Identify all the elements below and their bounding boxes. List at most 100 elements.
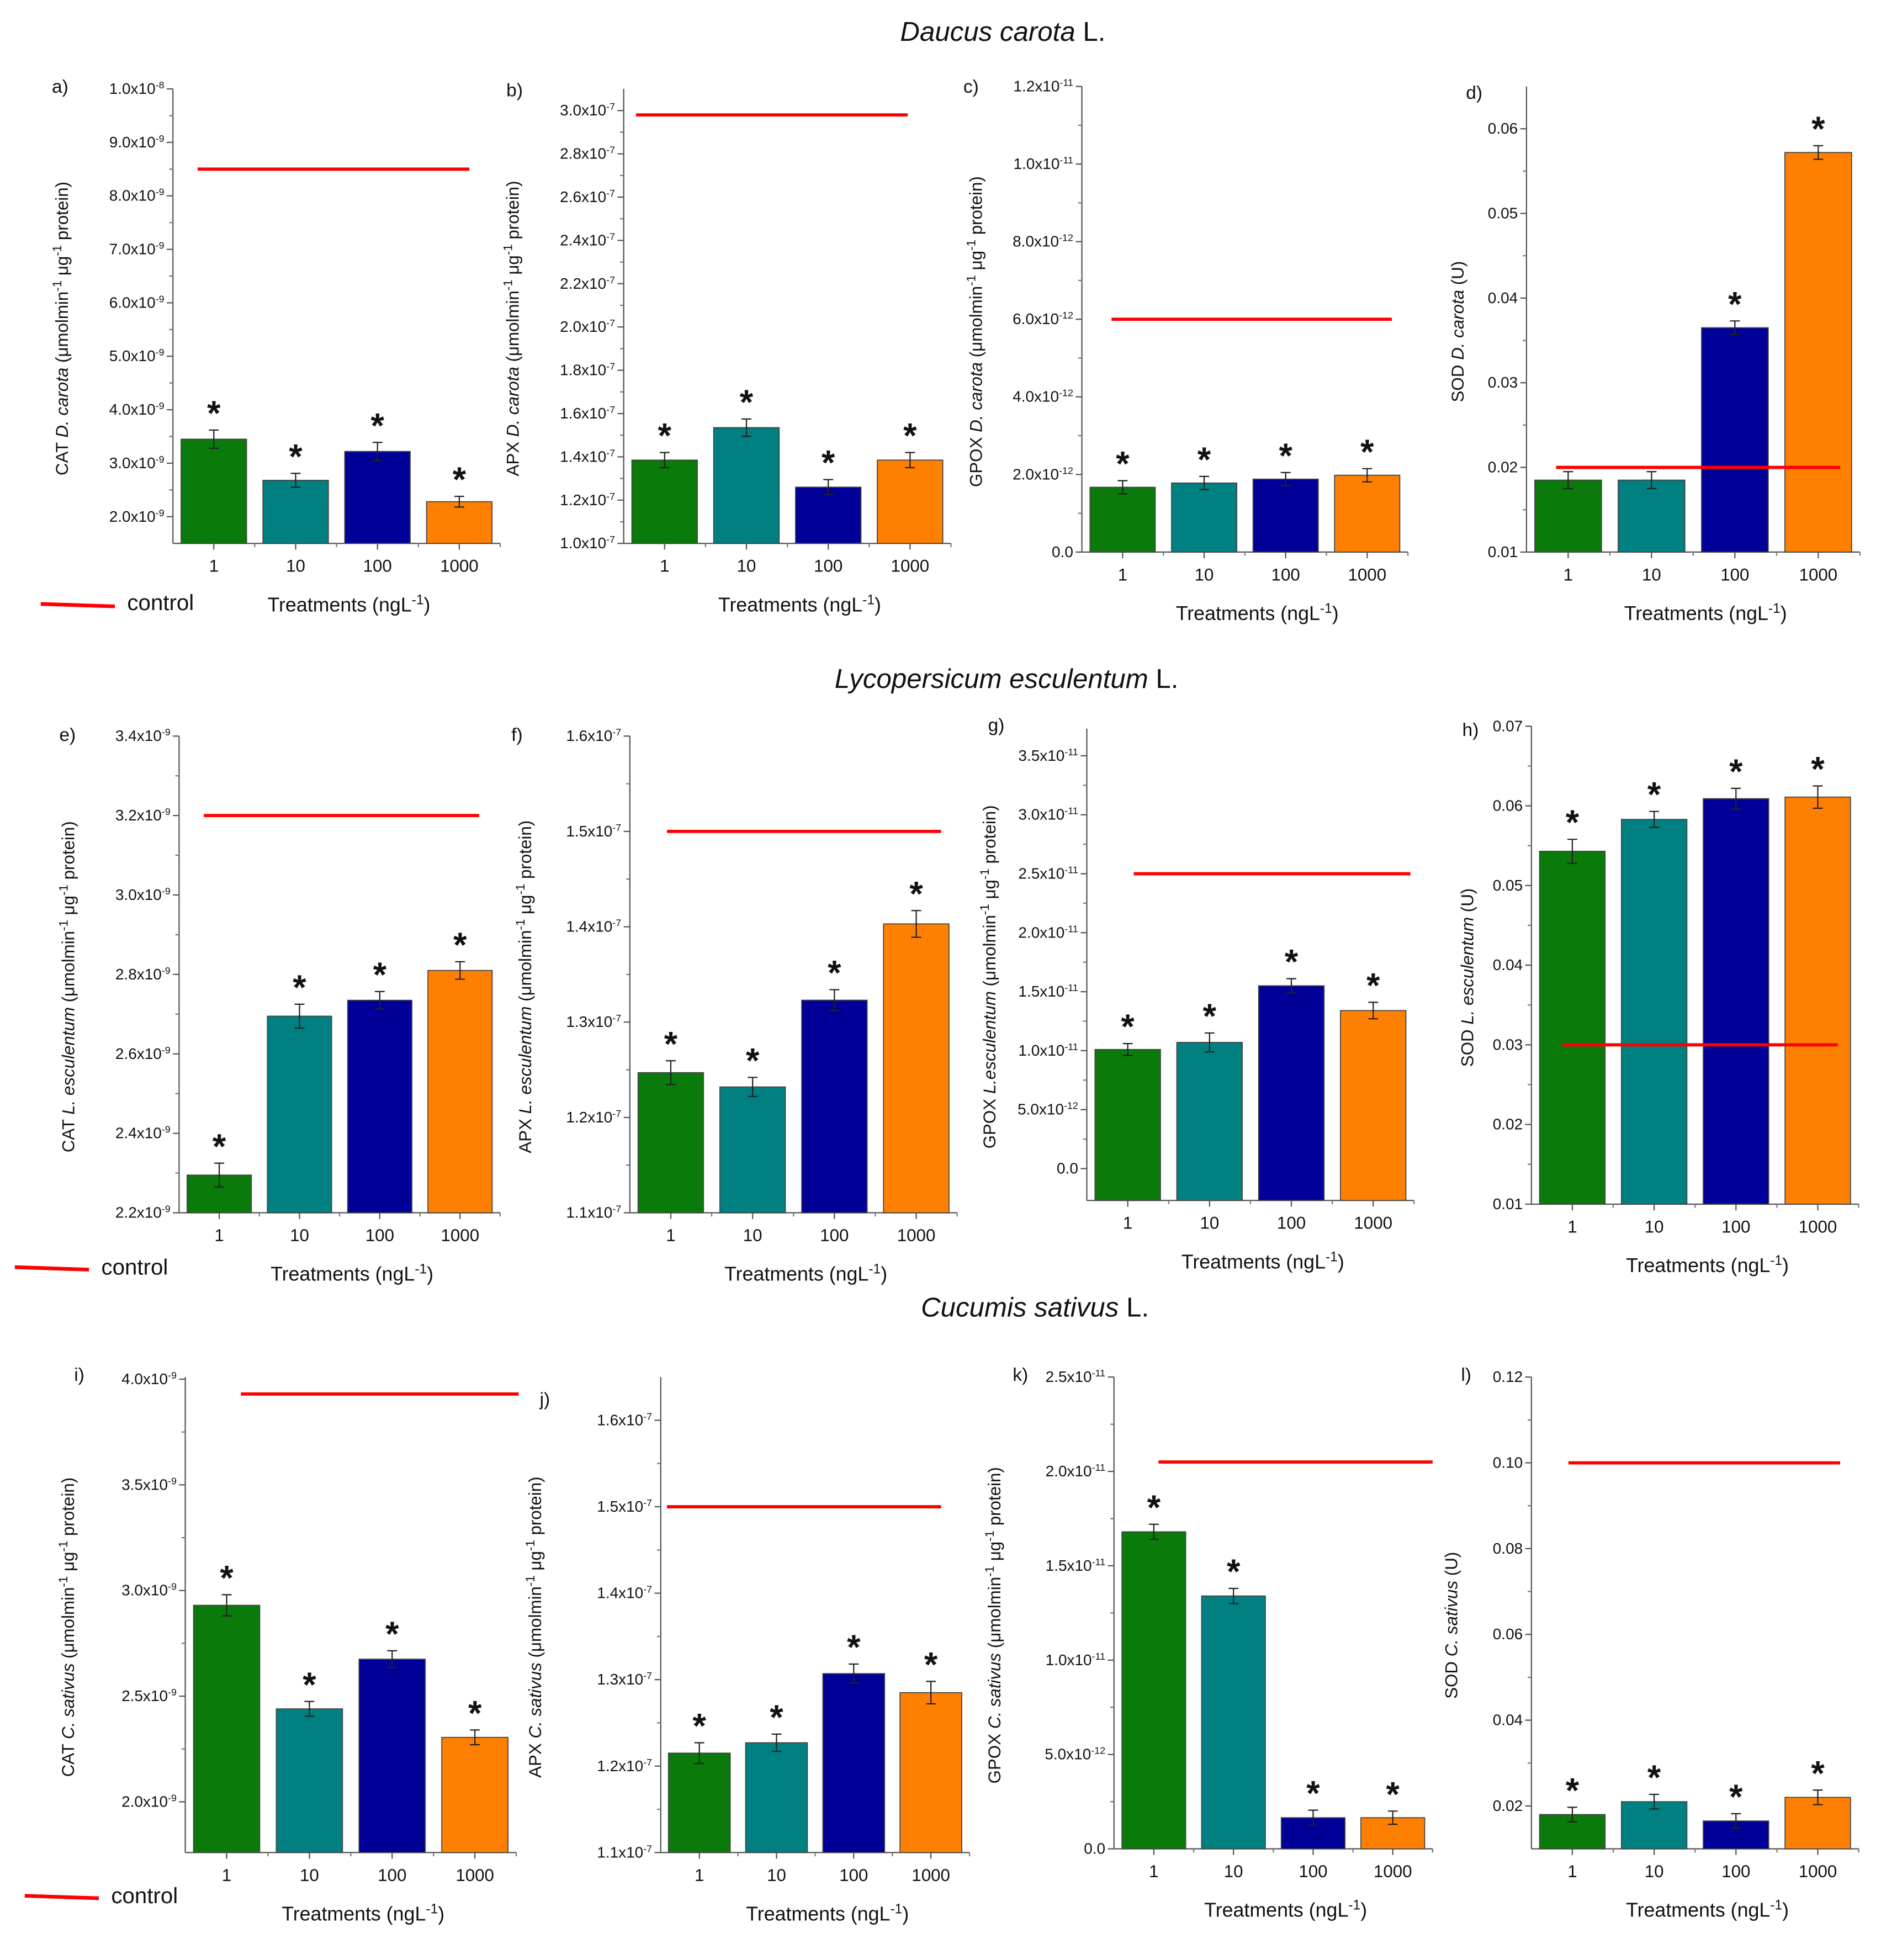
significance-asterisk: *	[1197, 441, 1211, 479]
x-tick-label: 10	[300, 1866, 319, 1885]
x-axis-title: Treatments (ngL-1)	[746, 1901, 909, 1925]
y-tick-label: 2.0x10-11	[1046, 1462, 1106, 1480]
x-tick-label: 1000	[1799, 1862, 1837, 1881]
x-tick-label: 10	[737, 557, 756, 576]
bar-10	[1618, 479, 1686, 553]
significance-asterisk: *	[847, 1628, 861, 1667]
y-tick-label: 3.2x10-9	[115, 806, 171, 824]
y-tick-label: 3.0x10-9	[109, 454, 165, 472]
x-tick-label: 1000	[1348, 565, 1387, 584]
bar-10	[1176, 1042, 1243, 1201]
y-tick-label: 5.0x10-12	[1018, 1100, 1078, 1118]
x-tick-label: 1	[1118, 565, 1127, 584]
y-tick-label: 3.0x10-7	[560, 101, 615, 119]
y-axis-title: SOD D. carota (U)	[1448, 261, 1467, 402]
significance-asterisk: *	[1279, 437, 1292, 475]
panel-letter: l)	[1461, 1365, 1471, 1385]
y-tick-label: 2.2x10-7	[560, 274, 615, 292]
significance-asterisk: *	[1285, 943, 1299, 982]
y-tick-label: 1.2x10-7	[597, 1757, 652, 1774]
bar-1000	[426, 501, 493, 544]
y-tick-label: 2.8x10-9	[115, 965, 171, 983]
y-tick-label: 1.5x10-7	[566, 822, 621, 840]
y-tick-label: 0.02	[1493, 1116, 1523, 1133]
y-tick-label: 1.2x10-7	[566, 1108, 621, 1126]
x-tick-label: 100	[378, 1866, 406, 1885]
bar-1000	[899, 1692, 962, 1853]
x-tick-label: 100	[365, 1226, 394, 1245]
bar-100	[358, 1659, 426, 1853]
y-axis-title: CAT L. esculentum (μmolmin-1 μg-1 protei…	[56, 821, 78, 1152]
y-tick-label: 4.0x10-9	[121, 1370, 177, 1387]
y-tick-label: 1.5x10-7	[597, 1497, 652, 1515]
significance-asterisk: *	[693, 1707, 707, 1746]
y-tick-label: 1.3x10-7	[566, 1013, 621, 1030]
x-tick-label: 100	[820, 1226, 849, 1245]
significance-asterisk: *	[303, 1666, 316, 1704]
x-tick-label: 1	[660, 557, 669, 576]
x-tick-label: 1000	[1354, 1214, 1392, 1233]
legend-control-line	[40, 602, 115, 608]
significance-asterisk: *	[1227, 1553, 1241, 1591]
significance-asterisk: *	[1360, 433, 1374, 472]
y-tick-label: 1.5x10-11	[1018, 982, 1078, 1000]
significance-asterisk: *	[746, 1041, 760, 1080]
bar-10	[713, 427, 780, 544]
y-tick-label: 1.4x10-7	[566, 918, 621, 935]
panel-j: 1.1x10-7 1.2x10-7 1.3x10-7 1.4x10-7 1.5x10-7…	[523, 1377, 971, 1925]
bar-1000	[441, 1736, 508, 1853]
y-tick-label: 4.0x10-12	[1013, 388, 1073, 405]
y-tick-label: 0.10	[1493, 1454, 1523, 1471]
bar-1000	[883, 923, 950, 1214]
significance-asterisk: *	[1811, 750, 1825, 789]
significance-asterisk: *	[1306, 1774, 1320, 1813]
x-tick-label: 1000	[455, 1866, 494, 1885]
y-tick-label: 1.1x10-7	[566, 1204, 621, 1221]
x-tick-label: 1000	[897, 1226, 936, 1245]
x-axis-title: Treatments (ngL-1)	[1181, 1249, 1344, 1273]
legend-control-line	[14, 1265, 89, 1272]
bar-100	[822, 1673, 886, 1853]
significance-asterisk: *	[220, 1559, 234, 1597]
x-axis-title: Treatments (ngL-1)	[1626, 1898, 1789, 1921]
legend-row2: control	[14, 1255, 168, 1280]
y-tick-label: 0.01	[1493, 1195, 1523, 1212]
panel-d: 0.01 0.02 0.03 0.04 0.05 0.06 1 10 * 100 * 1000 d) Tr…	[1448, 83, 1861, 624]
x-tick-label: 1000	[440, 557, 479, 576]
y-tick-label: 0.04	[1493, 1712, 1523, 1729]
y-tick-label: 1.0x10-8	[109, 80, 165, 97]
y-tick-label: 1.2x10-11	[1013, 77, 1073, 95]
x-axis-title: Treatments (ngL-1)	[1626, 1253, 1789, 1277]
x-axis-title: Treatments (ngL-1)	[282, 1901, 444, 1925]
bar-100	[1701, 327, 1769, 553]
legend-control-label: control	[101, 1255, 168, 1280]
bar-1	[1094, 1048, 1161, 1201]
y-axis-title: GPOX L.esculentum (μmolmin-1 μg-1 protei…	[978, 805, 1000, 1148]
y-tick-label: 1.0x10-11	[1046, 1651, 1106, 1668]
y-axis-title: GPOX D. carota (μmolmin-1 μg-1 protein)	[964, 176, 986, 487]
y-tick-label: 0.0	[1052, 543, 1073, 560]
x-tick-label: 100	[814, 557, 842, 576]
significance-asterisk: *	[770, 1698, 783, 1737]
y-tick-label: 2.0x10-11	[1018, 923, 1078, 941]
significance-asterisk: *	[664, 1025, 678, 1063]
panel-letter: b)	[506, 80, 523, 100]
bar-1	[181, 438, 247, 544]
significance-asterisk: *	[1386, 1775, 1400, 1814]
y-axis-title: CAT D. carota (μmolmin-1 μg-1 protein)	[50, 182, 72, 475]
significance-asterisk: *	[740, 383, 754, 422]
x-tick-label: 100	[1720, 565, 1749, 584]
significance-asterisk: *	[385, 1615, 399, 1654]
panel-g: 0.0 5.0x10-12 1.0x10-11 1.5x10-11 2.0x10-11 2…	[978, 715, 1415, 1273]
panel-letter: c)	[963, 77, 979, 97]
y-tick-label: 0.04	[1493, 956, 1523, 973]
y-tick-label: 2.0x10-7	[560, 317, 615, 335]
y-tick-label: 2.0x10-9	[109, 507, 165, 525]
x-axis-title: Treatments (ngL-1)	[271, 1262, 433, 1285]
y-tick-label: 2.5x10-11	[1046, 1368, 1106, 1385]
y-tick-label: 1.0x10-11	[1013, 155, 1073, 172]
x-tick-label: 1000	[912, 1866, 950, 1885]
x-tick-label: 1	[1564, 565, 1573, 584]
bar-1000	[877, 459, 944, 544]
bar-100	[1258, 985, 1325, 1201]
